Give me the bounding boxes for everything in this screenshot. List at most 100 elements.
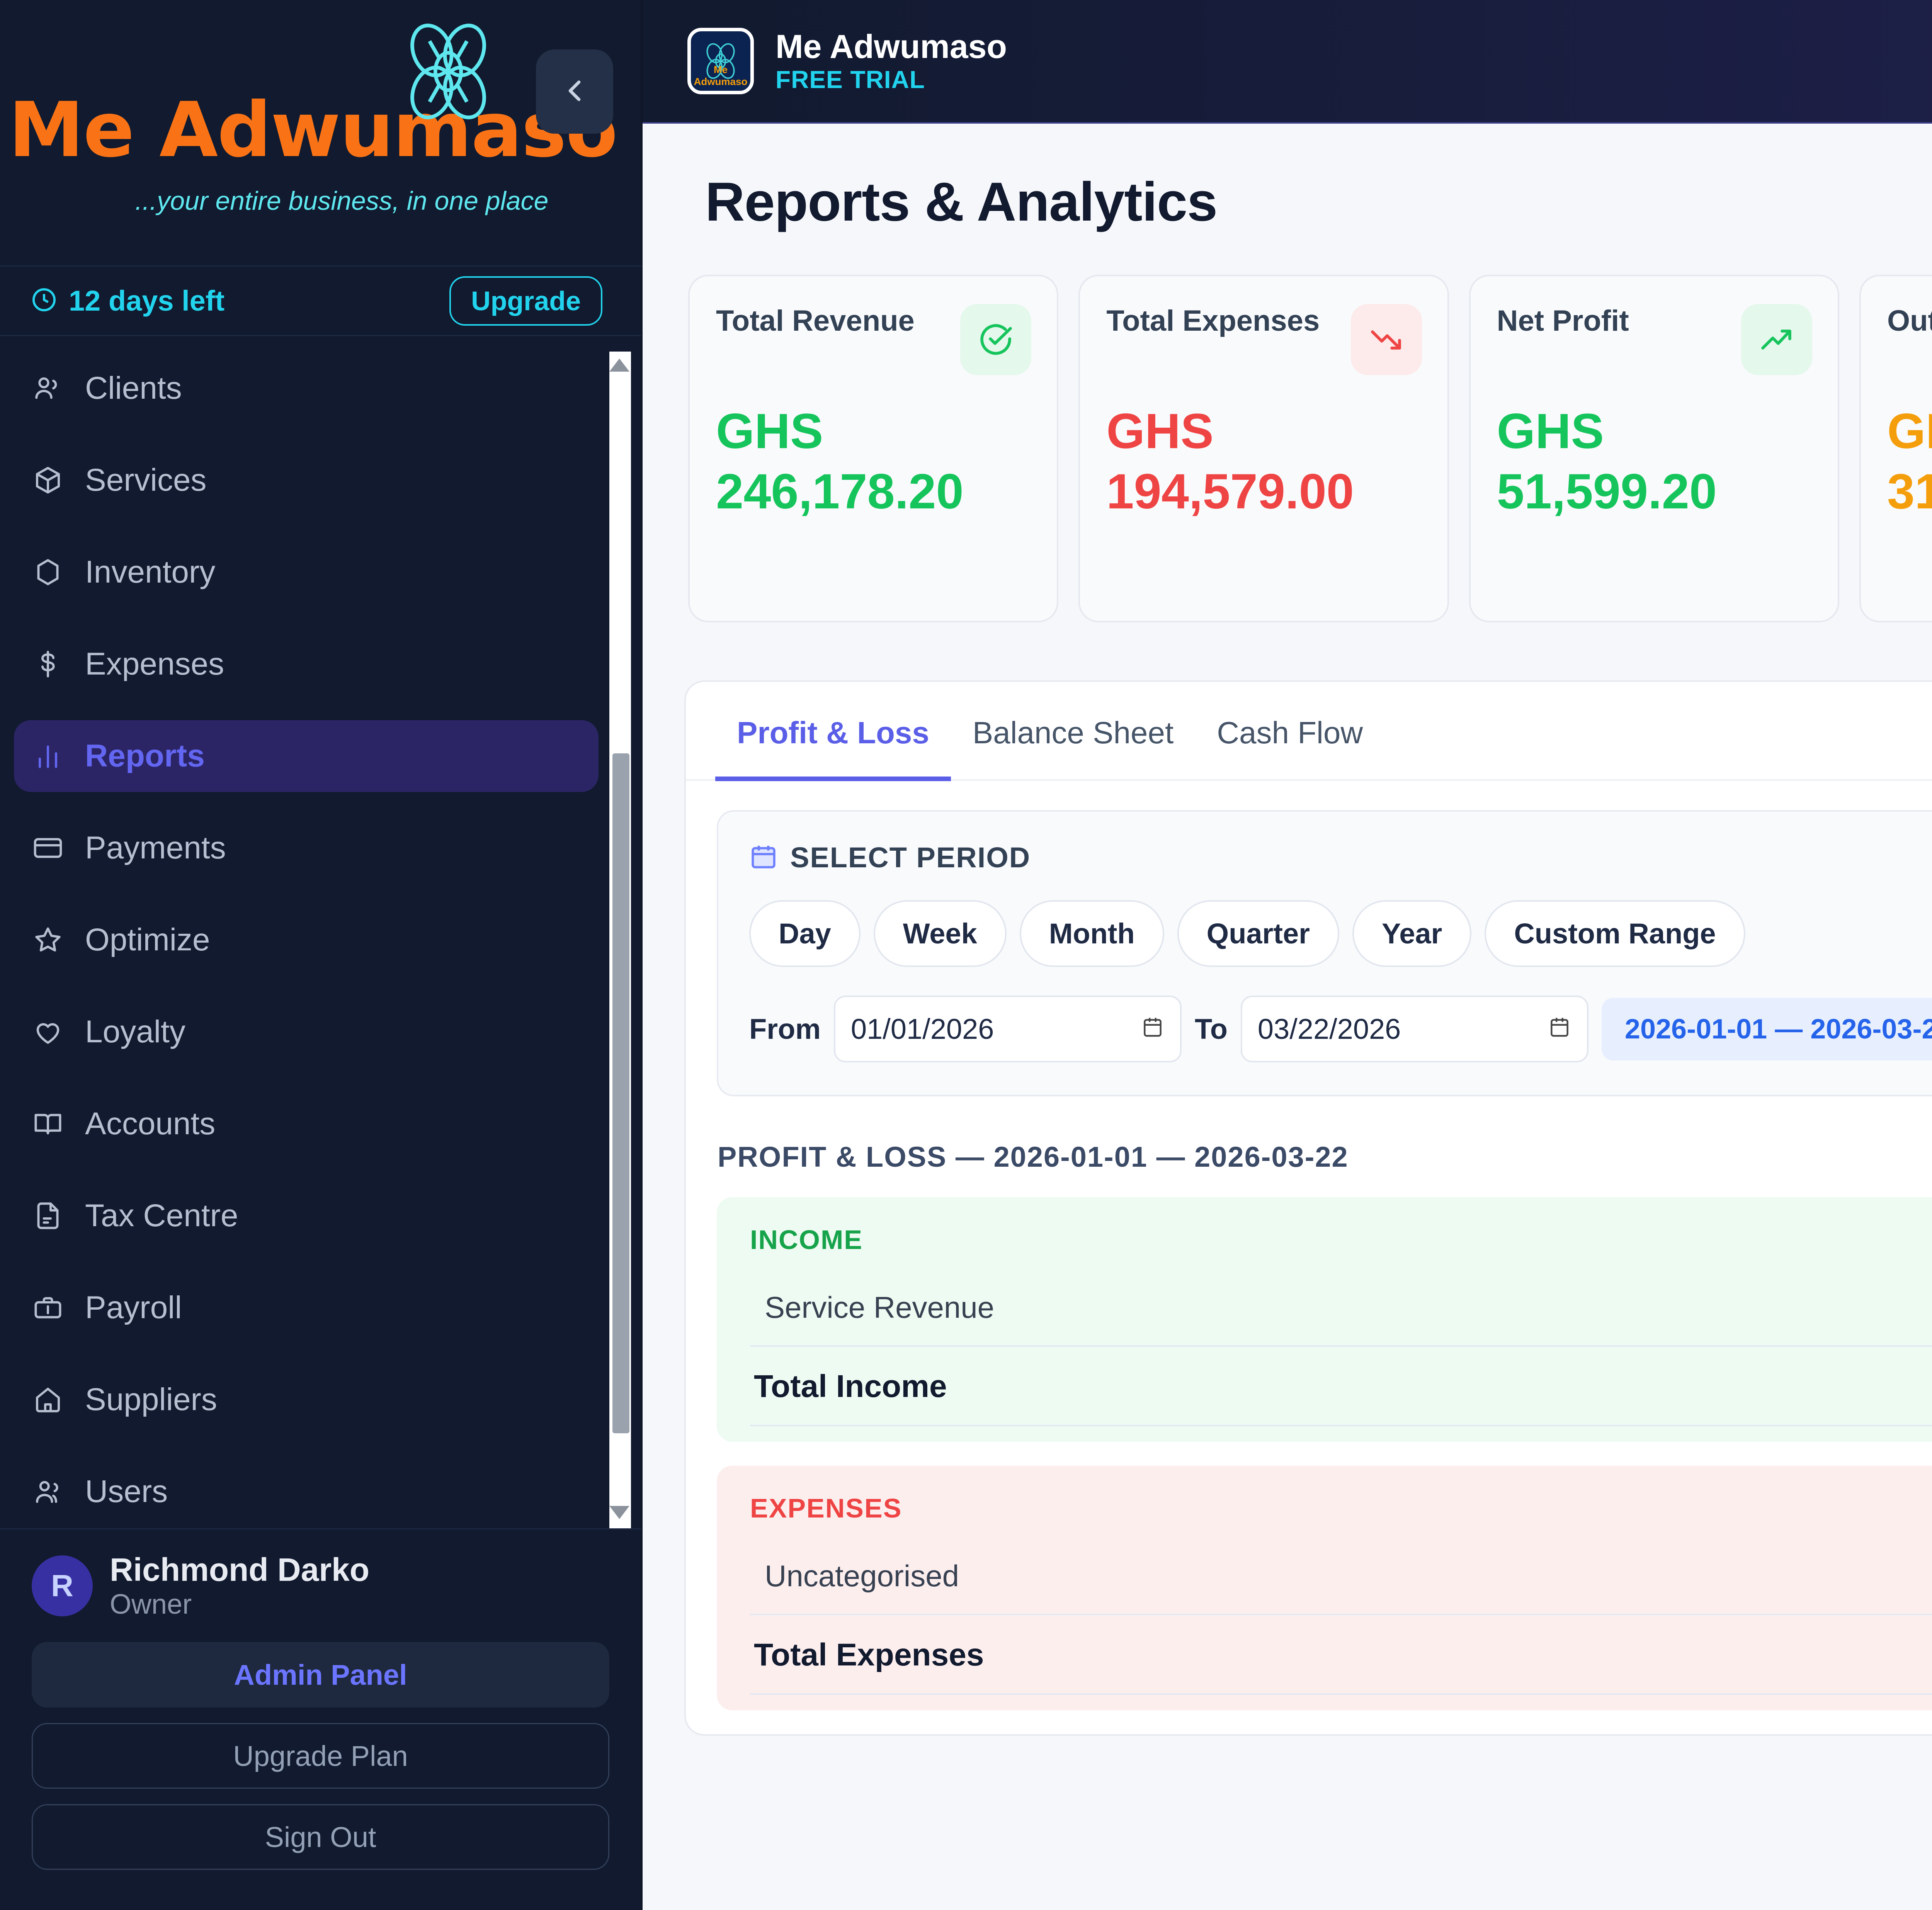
sidebar-item-label: Expenses xyxy=(85,646,224,681)
period-button-custom-range[interactable]: Custom Range xyxy=(1485,900,1745,967)
sidebar-item-label: Inventory xyxy=(85,554,216,590)
income-total-row: Total Income GHS 142,241.20 xyxy=(750,1347,1932,1426)
sidebar-item-label: Reports xyxy=(85,738,205,773)
kpi-card-outstanding: Outstanding GHS 316,769.75 xyxy=(1859,275,1932,622)
sidebar-item-clients[interactable]: Clients xyxy=(14,352,599,424)
select-period-title: SELECT PERIOD xyxy=(790,841,1031,873)
credit-card-icon xyxy=(31,831,65,865)
to-date-value: 03/22/2026 xyxy=(1257,1013,1401,1045)
sidebar: Me Adwumaso ...your entire business, in … xyxy=(0,0,643,1910)
kpi-value: GHS 316,769.75 xyxy=(1887,404,1932,520)
star-icon xyxy=(31,923,65,957)
total-expenses-label: Total Expenses xyxy=(754,1637,984,1672)
date-range-row: From 01/01/2026 To 03/22/2026 xyxy=(749,996,1932,1062)
total-income-label: Total Income xyxy=(754,1369,947,1404)
table-row: Uncategorised GHS 102,800.00 xyxy=(750,1548,1932,1615)
tab-balance-sheet[interactable]: Balance Sheet xyxy=(972,715,1174,750)
expenses-section-label: EXPENSES xyxy=(750,1493,902,1523)
admin-panel-button[interactable]: Admin Panel xyxy=(32,1642,609,1708)
logo-mini-wordmark: Me Adwumaso xyxy=(694,64,748,87)
me-adwumaso-logo: Me Adwumaso xyxy=(687,28,754,94)
sidebar-brand: Me Adwumaso ...your entire business, in … xyxy=(0,0,641,267)
sign-out-button[interactable]: Sign Out xyxy=(32,1804,609,1870)
page-header: Reports & Analytics Export All xyxy=(684,124,1932,275)
sidebar-item-users[interactable]: Users xyxy=(14,1456,599,1528)
user-group-icon xyxy=(31,1475,65,1509)
sidebar-item-label: Accounts xyxy=(85,1106,216,1141)
topbar-plan-badge: FREE TRIAL xyxy=(776,66,925,94)
page-title: Reports & Analytics xyxy=(705,171,1218,233)
file-text-icon xyxy=(31,1199,65,1233)
kpi-card-net-profit: Net Profit GHS 51,599.20 xyxy=(1469,275,1839,622)
home-icon xyxy=(31,1383,65,1417)
trial-banner: 12 days left Upgrade xyxy=(0,267,641,336)
tab-profit-loss[interactable]: Profit & Loss xyxy=(715,682,951,781)
report-tabs: Profit & Loss Balance Sheet Cash Flow xyxy=(686,682,1932,781)
scroll-up-arrow-icon[interactable] xyxy=(609,359,629,372)
calendar-icon xyxy=(749,842,778,873)
sidebar-item-inventory[interactable]: Inventory xyxy=(14,536,599,608)
user-profile[interactable]: R Richmond Darko Owner xyxy=(32,1551,609,1620)
book-open-icon xyxy=(31,1107,65,1141)
sidebar-item-label: Users xyxy=(85,1474,168,1509)
users-icon xyxy=(31,371,65,405)
to-date-input[interactable]: 03/22/2026 xyxy=(1240,996,1588,1062)
kpi-label: Net Profit xyxy=(1497,304,1629,337)
period-button-year[interactable]: Year xyxy=(1352,900,1472,967)
period-button-day[interactable]: Day xyxy=(749,900,861,967)
select-period-box: SELECT PERIOD Day Week Month Quarter Year Cus… xyxy=(717,810,1932,1096)
kpi-label: Total Expenses xyxy=(1106,304,1320,337)
sidebar-user-block: R Richmond Darko Owner Admin Panel Upgra… xyxy=(0,1528,641,1910)
from-date-value: 01/01/2026 xyxy=(851,1013,994,1045)
briefcase-icon xyxy=(31,1291,65,1325)
sidebar-item-expenses[interactable]: Expenses xyxy=(14,628,599,700)
sidebar-item-optimize[interactable]: Optimize xyxy=(14,904,599,976)
sidebar-item-label: Optimize xyxy=(85,922,210,957)
user-role: Owner xyxy=(110,1589,192,1620)
calendar-picker-icon[interactable] xyxy=(1141,1013,1165,1045)
sidebar-item-reports[interactable]: Reports xyxy=(14,720,599,792)
heart-icon xyxy=(31,1015,65,1049)
sidebar-item-payments[interactable]: Payments xyxy=(14,812,599,884)
chevron-left-icon xyxy=(557,73,592,110)
sidebar-item-accounts[interactable]: Accounts xyxy=(14,1088,599,1160)
expenses-section: EXPENSES Uncategorised GHS 102,800.00 To… xyxy=(717,1466,1932,1710)
sidebar-item-label: Payments xyxy=(85,830,226,865)
sidebar-item-label: Tax Centre xyxy=(85,1198,238,1233)
sidebar-item-suppliers[interactable]: Suppliers xyxy=(14,1364,599,1436)
cube-icon xyxy=(31,463,65,497)
kpi-value: GHS 246,178.20 xyxy=(716,404,964,520)
sidebar-item-label: Suppliers xyxy=(85,1382,217,1417)
sidebar-collapse-button[interactable] xyxy=(536,49,613,134)
sidebar-item-payroll[interactable]: Payroll xyxy=(14,1272,599,1344)
period-button-week[interactable]: Week xyxy=(873,900,1007,967)
calendar-picker-icon[interactable] xyxy=(1548,1013,1571,1045)
upgrade-plan-button[interactable]: Upgrade Plan xyxy=(32,1723,609,1789)
topbar-title: Me Adwumaso xyxy=(776,28,1007,65)
sidebar-scrollbar-thumb[interactable] xyxy=(612,753,629,1433)
period-button-quarter[interactable]: Quarter xyxy=(1177,900,1339,967)
sidebar-item-loyalty[interactable]: Loyalty xyxy=(14,996,599,1068)
scroll-down-arrow-icon[interactable] xyxy=(609,1506,629,1519)
period-button-month[interactable]: Month xyxy=(1019,900,1164,967)
sidebar-item-label: Loyalty xyxy=(85,1014,185,1049)
kpi-card-total-expenses: Total Expenses GHS 194,579.00 xyxy=(1078,275,1449,622)
check-circle-icon xyxy=(960,304,1032,375)
from-date-input[interactable]: 01/01/2026 xyxy=(834,996,1182,1062)
sidebar-item-services[interactable]: Services xyxy=(14,444,599,516)
brand-flower-icon xyxy=(390,15,506,129)
user-name: Richmond Darko xyxy=(110,1551,370,1588)
content-scroll: Reports & Analytics Export All Total Rev… xyxy=(643,124,1932,1910)
sidebar-item-tax-centre[interactable]: Tax Centre xyxy=(14,1180,599,1252)
kpi-value: GHS 51,599.20 xyxy=(1497,404,1717,520)
panel-body: SELECT PERIOD Day Week Month Quarter Year Cus… xyxy=(686,781,1932,1710)
line-item-name: Service Revenue xyxy=(765,1290,994,1324)
trial-upgrade-button[interactable]: Upgrade xyxy=(449,276,602,326)
sidebar-item-label: Services xyxy=(85,462,207,498)
main-area: Me Adwumaso Me Adwumaso FREE TRIAL Repor… xyxy=(643,0,1932,1910)
topbar: Me Adwumaso Me Adwumaso FREE TRIAL Repor… xyxy=(643,0,1932,124)
avatar: R xyxy=(32,1555,93,1616)
tab-cash-flow[interactable]: Cash Flow xyxy=(1217,715,1363,750)
trend-up-icon xyxy=(1741,304,1812,375)
